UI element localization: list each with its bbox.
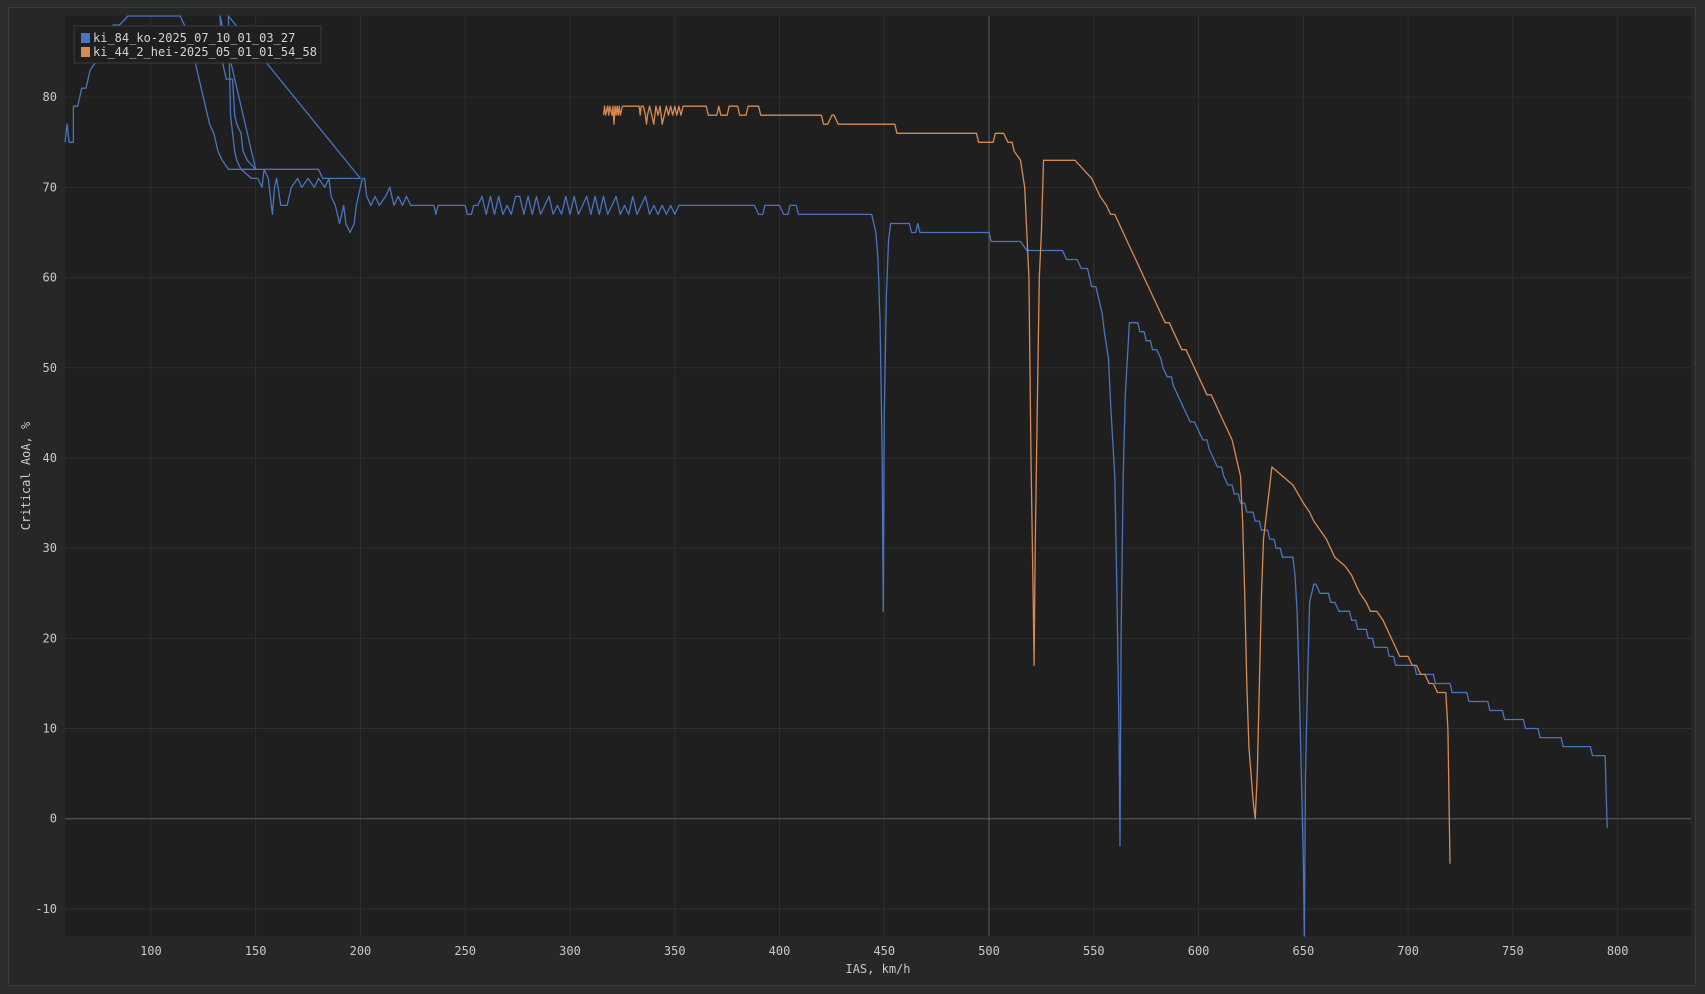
legend-swatch-ki84 — [81, 33, 90, 43]
y-tick-label: 30 — [43, 541, 57, 555]
x-tick-label: 150 — [245, 944, 267, 958]
plot-area — [65, 16, 1691, 936]
x-tick-label: 550 — [1083, 944, 1105, 958]
x-tick-label: 700 — [1397, 944, 1419, 958]
y-tick-label: 70 — [43, 180, 57, 194]
x-tick-label: 250 — [454, 944, 476, 958]
x-tick-label: 100 — [140, 944, 162, 958]
y-tick-label: 10 — [43, 722, 57, 736]
x-tick-label: 450 — [873, 944, 895, 958]
series-line-0 — [64, 15, 1608, 937]
y-tick-label: 40 — [43, 451, 57, 465]
x-tick-label: 650 — [1293, 944, 1315, 958]
y-tick-label: 60 — [43, 271, 57, 285]
x-tick-label: 350 — [664, 944, 686, 958]
legend-swatch-ki44 — [81, 47, 90, 57]
x-tick-label: 500 — [978, 944, 1000, 958]
legend-label-ki84: ki_84_ko-2025_07_10_01_03_27 — [93, 31, 295, 45]
series-line-1 — [602, 105, 1451, 864]
y-tick-label: 50 — [43, 361, 57, 375]
x-tick-label: 750 — [1502, 944, 1524, 958]
x-tick-label: 200 — [350, 944, 372, 958]
x-tick-label: 300 — [559, 944, 581, 958]
legend-box — [73, 25, 322, 64]
x-axis-title: IAS, km/h — [845, 962, 910, 976]
x-tick-label: 800 — [1607, 944, 1629, 958]
x-axis-ticks: 100 150 200 250 300 350 400 450 500 550 600 650 700 7… — [140, 944, 1628, 958]
y-tick-label: 20 — [43, 631, 57, 645]
x-tick-label: 400 — [769, 944, 791, 958]
x-tick-label: 600 — [1188, 944, 1210, 958]
series-group — [64, 15, 1608, 937]
y-tick-label: 0 — [50, 812, 57, 826]
legend: ki_84_ko-2025_07_10_01_03_27 ki_44_2_hei… — [73, 25, 322, 64]
y-tick-label: 80 — [43, 90, 57, 104]
y-tick-label: -10 — [35, 902, 57, 916]
y-axis-ticks: -10 0 10 20 30 40 50 60 70 80 — [35, 90, 57, 916]
y-axis-title: Critical AoA, % — [19, 421, 33, 530]
legend-label-ki44: ki_44_2_hei-2025_05_01_01_54_58 — [93, 45, 317, 59]
